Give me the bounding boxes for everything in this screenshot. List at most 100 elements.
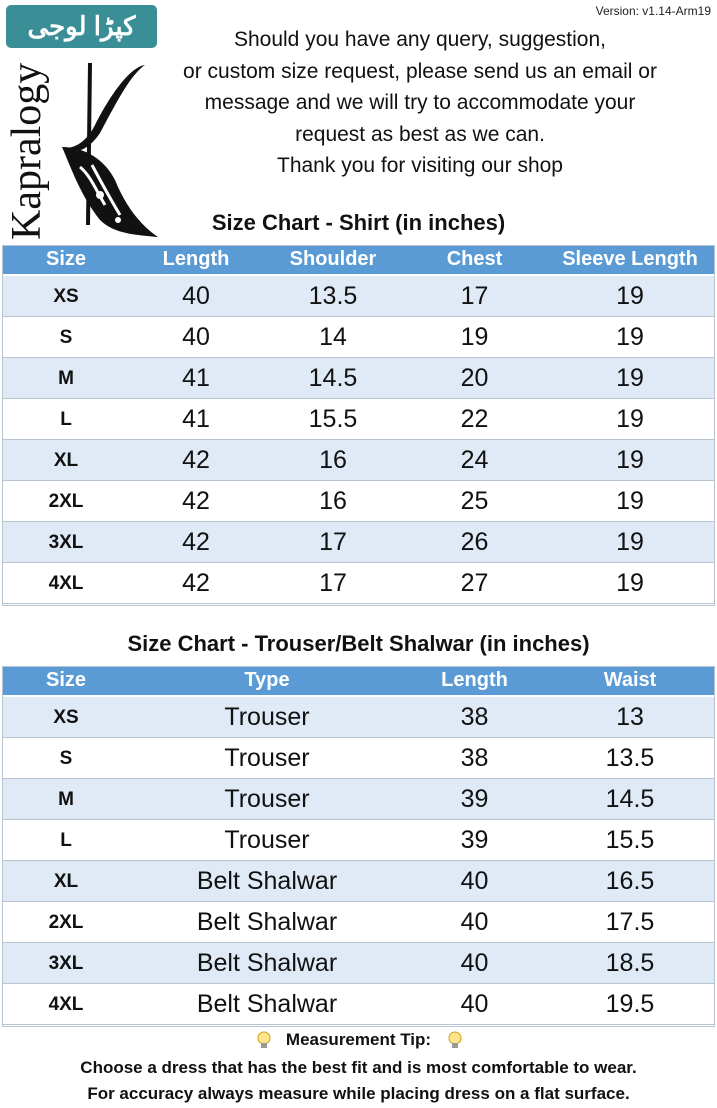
value-cell: 14: [319, 323, 347, 351]
table-row: [2, 481, 715, 522]
value-cell: 40: [182, 282, 210, 310]
value-cell: 40: [460, 908, 489, 936]
value-cell: Belt Shalwar: [196, 908, 338, 936]
value-cell: Trouser: [224, 826, 310, 854]
column-header: Size: [2, 666, 130, 695]
value-cell: 13.5: [605, 744, 655, 772]
value-cell: 17.5: [605, 908, 655, 936]
value-cell: 42: [182, 446, 210, 474]
value-cell: 16: [319, 487, 347, 515]
logo-k: Kapralogy: [4, 63, 158, 240]
table-row: [2, 861, 715, 902]
value-cell: 13.5: [308, 282, 358, 310]
size-cell: S: [59, 747, 73, 769]
value-cell: 17: [319, 569, 347, 597]
size-cell: XS: [53, 285, 79, 307]
table-row: [2, 399, 715, 440]
value-cell: 14.5: [308, 364, 358, 392]
size-cell: 3XL: [48, 952, 84, 974]
value-cell: 26: [460, 528, 489, 556]
value-cell: 14.5: [605, 785, 655, 813]
value-cell: 25: [460, 487, 489, 515]
value-cell: Belt Shalwar: [196, 949, 338, 977]
value-cell: Belt Shalwar: [196, 867, 338, 895]
size-cell: L: [60, 408, 72, 430]
size-cell: S: [59, 326, 73, 348]
value-cell: 19: [616, 528, 644, 556]
value-cell: 19: [616, 446, 644, 474]
size-cell: L: [60, 829, 72, 851]
logo-badge: کپڑا لوجی: [6, 5, 157, 48]
table-border: [2, 666, 715, 1027]
value-cell: 15.5: [308, 405, 358, 433]
value-cell: 22: [460, 405, 489, 433]
table-row: [2, 563, 715, 604]
size-cell: XL: [53, 870, 79, 892]
value-cell: 42: [182, 487, 210, 515]
table-title: Size Chart - Trouser/Belt Shalwar (in in…: [127, 631, 590, 656]
size-cell: M: [58, 367, 74, 389]
value-cell: 40: [460, 867, 489, 895]
value-cell: 19: [616, 569, 644, 597]
value-cell: 42: [182, 569, 210, 597]
message-line: or custom size request, please send us a…: [183, 59, 657, 83]
column-header: Type: [130, 666, 404, 695]
tip-line: For accuracy always measure while placin…: [87, 1084, 630, 1103]
column-header: Chest: [404, 245, 545, 274]
column-header: Waist: [545, 666, 715, 695]
value-cell: 16: [319, 446, 347, 474]
size-cell: 2XL: [48, 490, 84, 512]
size-cell: M: [58, 788, 74, 810]
table-row: [2, 276, 715, 317]
value-cell: 13: [616, 703, 644, 731]
value-cell: Trouser: [224, 785, 310, 813]
table-row: [2, 697, 715, 738]
value-cell: 18.5: [605, 949, 655, 977]
value-cell: Trouser: [224, 744, 310, 772]
value-cell: 19.5: [605, 990, 655, 1018]
tip-line: Choose a dress that has the best fit and…: [80, 1058, 637, 1077]
column-header: Length: [404, 666, 545, 695]
table-row: [2, 902, 715, 943]
column-header: Size: [2, 245, 130, 274]
table-row: [2, 820, 715, 861]
value-cell: 38: [460, 744, 489, 772]
value-cell: 41: [182, 364, 210, 392]
value-cell: Belt Shalwar: [196, 990, 338, 1018]
table-row: [2, 522, 715, 563]
value-cell: 39: [460, 785, 489, 813]
value-cell: 17: [319, 528, 347, 556]
size-cell: XL: [53, 449, 79, 471]
value-cell: 41: [182, 405, 210, 433]
message-line: Should you have any query, suggestion,: [233, 28, 607, 51]
table-row: [2, 779, 715, 820]
table-row: [2, 738, 715, 779]
value-cell: 19: [460, 323, 489, 351]
tip-title: Measurement Tip:: [285, 1030, 432, 1049]
column-header: Shoulder: [262, 245, 404, 274]
size-cell: 4XL: [48, 993, 84, 1015]
table-row: [2, 943, 715, 984]
bulb-icon: [448, 1031, 462, 1048]
value-cell: 15.5: [605, 826, 655, 854]
value-cell: 40: [182, 323, 210, 351]
value-cell: 40: [460, 949, 489, 977]
table-row: [2, 317, 715, 358]
version: Version: v1.14-Arm19: [595, 4, 711, 18]
value-cell: 27: [460, 569, 489, 597]
size-cell: 3XL: [48, 531, 84, 553]
value-cell: 19: [616, 282, 644, 310]
message-line: message and we will try to accommodate y…: [204, 91, 636, 114]
table-border: [2, 245, 715, 606]
column-header: Sleeve Length: [545, 245, 715, 274]
table-title: Size Chart - Shirt (in inches): [211, 210, 506, 235]
message-line: request as best as we can.: [295, 122, 545, 146]
column-header: Length: [130, 245, 262, 274]
value-cell: 17: [460, 282, 489, 310]
value-cell: 16.5: [605, 867, 655, 895]
message-line: Thank you for visiting our shop: [277, 154, 563, 177]
value-cell: 42: [182, 528, 210, 556]
size-cell: XS: [53, 706, 79, 728]
brand: Kapralogy: [4, 63, 50, 240]
